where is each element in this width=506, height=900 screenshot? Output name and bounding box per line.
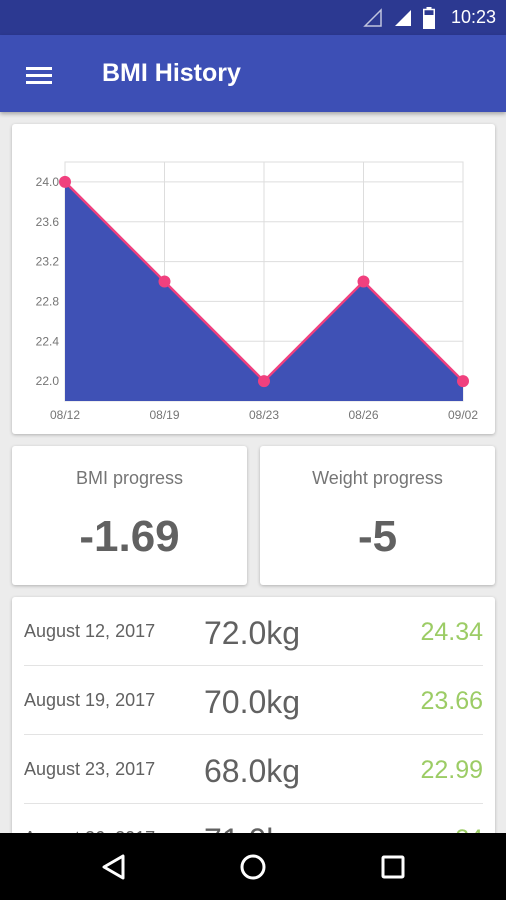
chart-y-tick-label: 24.0 bbox=[36, 175, 60, 189]
entry-date: August 19, 2017 bbox=[24, 690, 156, 710]
page-title: BMI History bbox=[102, 59, 241, 87]
bmi-chart: 22.0 22.4 22.8 23.2 23.6 24.0 08/12 08/19 08/23 0… bbox=[36, 161, 478, 422]
chart-x-tick-label: 08/26 bbox=[348, 408, 378, 422]
entry-weight: 72.0kg bbox=[204, 615, 301, 651]
entry-bmi: 24.34 bbox=[420, 618, 483, 646]
signal-empty-icon bbox=[363, 7, 382, 27]
back-triangle-icon[interactable] bbox=[94, 847, 134, 887]
chart-x-tick-label: 09/02 bbox=[448, 408, 478, 422]
history-row[interactable]: August 23, 2017 68.0kg 22.99 bbox=[12, 735, 495, 804]
entry-date: August 23, 2017 bbox=[24, 759, 156, 779]
status-bar: 10:23 bbox=[0, 0, 506, 35]
hamburger-icon[interactable] bbox=[22, 61, 58, 91]
weight-progress-card: Weight progress -5 bbox=[260, 446, 495, 585]
chart-y-tick-label: 22.0 bbox=[36, 374, 60, 388]
history-list: August 12, 2017 72.0kg 24.34 August 19, … bbox=[12, 597, 495, 837]
chart-data-point bbox=[158, 275, 171, 288]
divider bbox=[24, 803, 483, 804]
status-icons: 10:23 bbox=[363, 0, 496, 35]
chart-x-tick-label: 08/23 bbox=[249, 408, 279, 422]
battery-icon bbox=[422, 6, 435, 29]
entry-weight: 68.0kg bbox=[204, 753, 301, 789]
divider bbox=[24, 734, 483, 735]
recents-square-icon[interactable] bbox=[373, 847, 413, 887]
chart-y-tick-label: 22.4 bbox=[36, 334, 60, 348]
chart-x-tick-label: 08/19 bbox=[149, 408, 179, 422]
entry-weight: 70.0kg bbox=[204, 684, 301, 720]
chart-data-point bbox=[357, 275, 370, 288]
signal-icon bbox=[394, 9, 411, 26]
chart-data-point bbox=[457, 375, 469, 388]
navigation-bar bbox=[0, 833, 506, 900]
entry-date: August 26, 2017 bbox=[24, 828, 155, 837]
entry-bmi: 22.99 bbox=[420, 756, 483, 784]
chart-data-point bbox=[59, 175, 71, 188]
weight-progress-value: -5 bbox=[357, 512, 398, 561]
entry-bmi: 23.66 bbox=[420, 687, 483, 715]
bmi-chart-card: 22.0 22.4 22.8 23.2 23.6 24.0 08/12 08/19 08/23 0… bbox=[12, 124, 495, 434]
history-row[interactable]: August 12, 2017 72.0kg 24.34 bbox=[12, 597, 495, 666]
app-bar: BMI History bbox=[0, 35, 506, 112]
history-row[interactable]: August 19, 2017 70.0kg 23.66 bbox=[12, 666, 495, 735]
bmi-progress-label: BMI progress bbox=[75, 468, 184, 488]
chart-data-point bbox=[258, 375, 270, 388]
status-time: 10:23 bbox=[450, 7, 496, 27]
chart-area-fill bbox=[65, 181, 463, 401]
chart-y-tick-label: 23.6 bbox=[36, 215, 60, 229]
divider bbox=[24, 665, 483, 666]
chart-y-tick-label: 22.8 bbox=[36, 294, 60, 308]
chart-x-tick-label: 08/12 bbox=[50, 408, 80, 422]
bmi-progress-value: -1.69 bbox=[79, 512, 180, 561]
chart-y-tick-label: 23.2 bbox=[36, 255, 60, 269]
home-circle-icon[interactable] bbox=[233, 847, 273, 887]
weight-progress-label: Weight progress bbox=[312, 468, 443, 488]
entry-date: August 12, 2017 bbox=[24, 621, 156, 641]
bmi-progress-card: BMI progress -1.69 bbox=[12, 446, 247, 585]
